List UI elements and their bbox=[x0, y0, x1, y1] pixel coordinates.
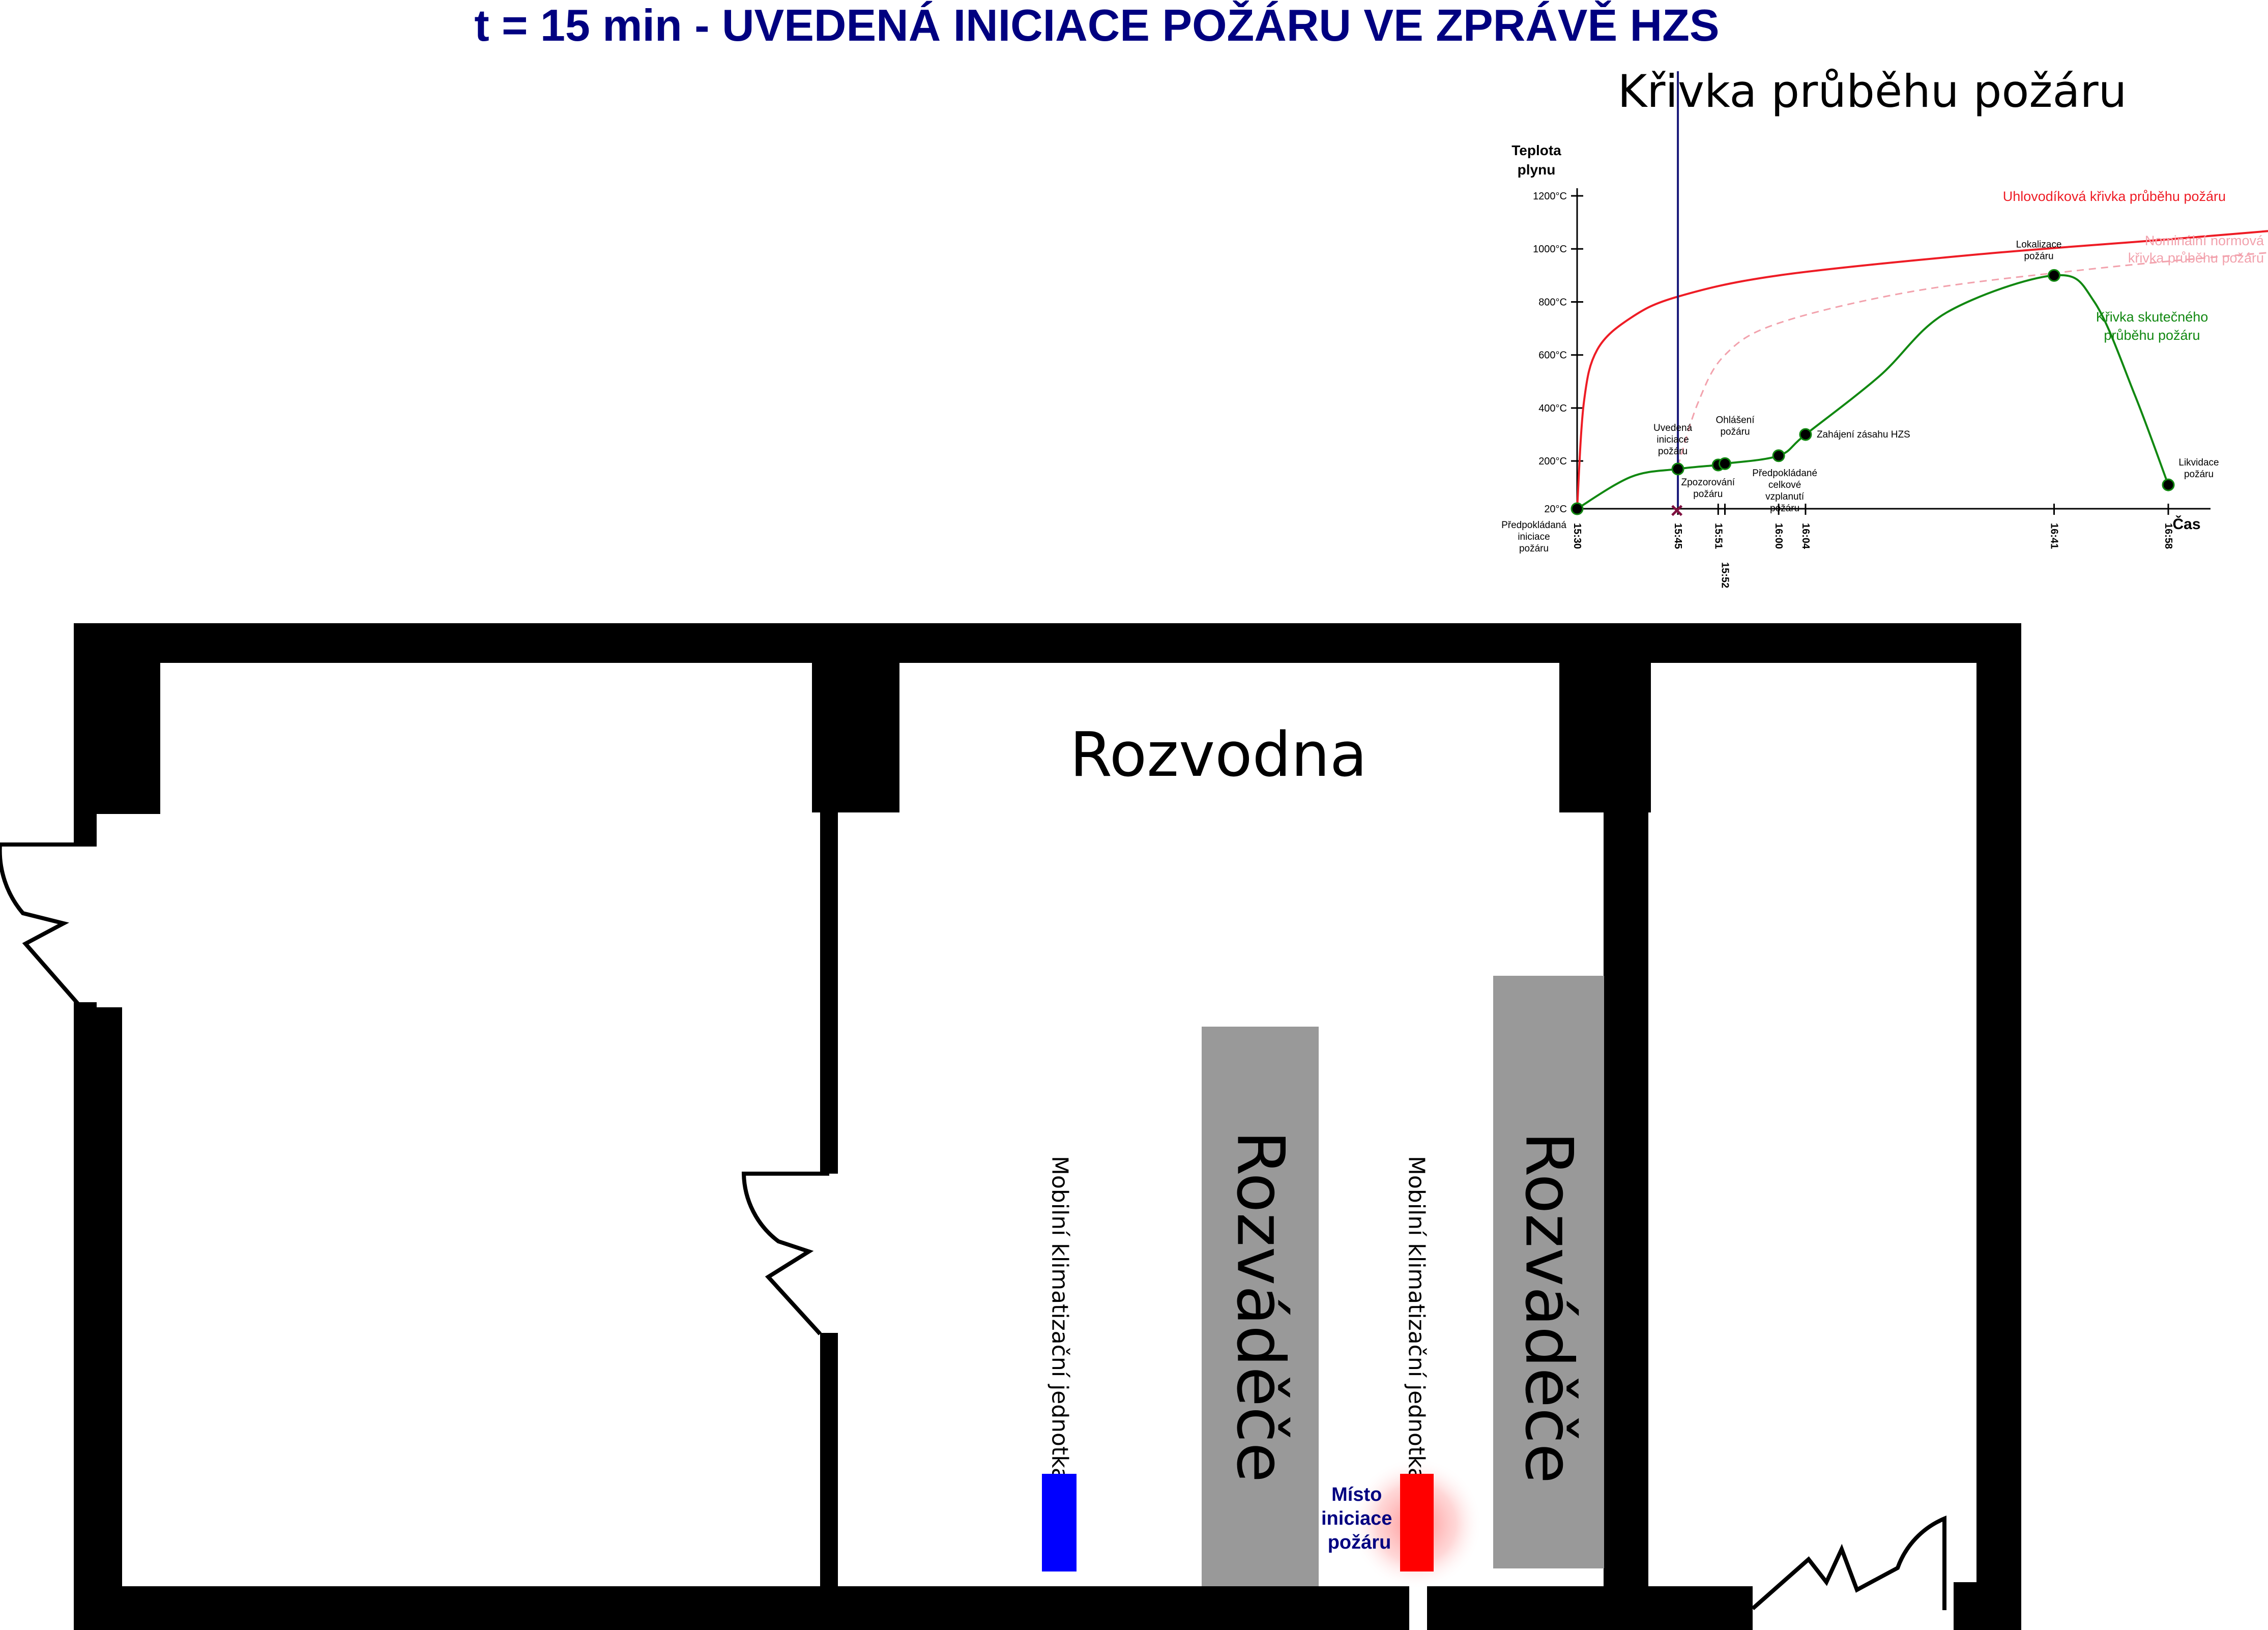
room-name: Rozvodna bbox=[1070, 720, 1368, 791]
ac-unit-2-label: Mobilní klimatizační jednotka bbox=[1404, 1156, 1430, 1481]
series-label-hydrocarbon: Uhlovodíková křivka průběhu požáru bbox=[2003, 189, 2226, 204]
door-right-post bbox=[1942, 1519, 1946, 1610]
series-line-1 bbox=[1576, 230, 2268, 509]
y-tick-label: 1000°C bbox=[1533, 244, 1567, 255]
event-label: Likvidace požáru bbox=[2178, 457, 2219, 480]
x-tick-label: 16:58 bbox=[2163, 523, 2174, 549]
wall-partition-2-block bbox=[1559, 623, 1651, 812]
y-tick-label: 400°C bbox=[1538, 403, 1567, 414]
switchboard-1-label: Rozváděče bbox=[1223, 1130, 1298, 1482]
wall-left-lower bbox=[74, 1007, 122, 1630]
event-label: Zpozorování požáru bbox=[1681, 477, 1735, 500]
series-label-actual: Křivka skutečného průběhu požáru bbox=[2096, 309, 2208, 343]
y-tick-label: 20°C bbox=[1544, 504, 1567, 515]
x-tick-label: 15:45 bbox=[1672, 523, 1683, 549]
y-axis-title-line1: Teplota bbox=[1511, 142, 1561, 158]
ac-unit-red bbox=[1400, 1474, 1434, 1571]
event-label: Uvedená iniciace požáru bbox=[1653, 423, 1692, 457]
switchboard-1 bbox=[1202, 1027, 1319, 1586]
origin-label-line3: požáru bbox=[1328, 1532, 1391, 1553]
x-tick-label: 15:30 bbox=[1572, 523, 1583, 549]
x-tick-label: 15:51 bbox=[1712, 523, 1724, 549]
x-tick-label: 15:52 bbox=[1720, 562, 1731, 588]
wall-right bbox=[1976, 623, 2021, 1630]
ac-unit-1-label: Mobilní klimatizační jednotka bbox=[1047, 1156, 1073, 1481]
event-point bbox=[1571, 502, 1584, 515]
event-label: Ohlášení požáru bbox=[1715, 415, 1755, 437]
ac-unit-blue bbox=[1042, 1474, 1077, 1571]
y-tick-label: 800°C bbox=[1538, 297, 1567, 308]
event-label: Lokalizace požáru bbox=[2016, 239, 2062, 261]
current-time-x-mark: × bbox=[1670, 498, 1683, 523]
y-tick-label: 600°C bbox=[1538, 350, 1567, 361]
event-point bbox=[2048, 269, 2061, 282]
event-point bbox=[1772, 449, 1785, 462]
series-label-nominal: Nominální normová křivka průběhu požáru bbox=[2128, 233, 2264, 266]
y-axis-title-line2: plynu bbox=[1518, 162, 1556, 178]
x-tick-label: 16:04 bbox=[1800, 523, 1811, 549]
event-label: Předpokládaná iniciace požáru bbox=[1501, 520, 1566, 554]
wall-bottom-right-stub bbox=[1648, 1586, 1753, 1630]
event-point bbox=[2162, 478, 2175, 491]
floor-plan: Rozvodna Rozváděče Rozváděče Mobilní kli… bbox=[0, 623, 2021, 1630]
x-axis-title: Čas bbox=[2172, 515, 2200, 533]
wall-partition-1-block bbox=[812, 623, 899, 812]
event-label: Zahájení zásahu HZS bbox=[1817, 429, 1910, 440]
wall-left-upper bbox=[74, 623, 160, 814]
wall-partition-2 bbox=[1604, 812, 1648, 1591]
door-inner[interactable] bbox=[741, 1172, 829, 1335]
chart-title: Křivka průběhu požáru bbox=[1618, 65, 2127, 118]
switchboard-2-label: Rozváděče bbox=[1511, 1131, 1587, 1483]
wall-left-upper-thin bbox=[74, 814, 97, 845]
wall-bottom-left bbox=[74, 1586, 1409, 1630]
origin-label-line1: Místo bbox=[1331, 1484, 1382, 1505]
event-label: Předpokládané celkové vzplanutí požáru bbox=[1752, 468, 1817, 514]
event-point bbox=[1671, 462, 1684, 476]
switchboard-2 bbox=[1493, 976, 1604, 1568]
x-tick-label: 16:41 bbox=[2049, 523, 2060, 549]
series-line-3 bbox=[1576, 274, 2169, 510]
wall-top bbox=[74, 623, 2021, 663]
x-tick-label: 16:00 bbox=[1773, 523, 1784, 549]
fire-curve-chart: Křivka průběhu požáru Teplota plynu Čas … bbox=[1501, 65, 2268, 588]
wall-partition-1-upper bbox=[820, 812, 838, 1174]
y-tick-label: 1200°C bbox=[1533, 191, 1567, 202]
event-point bbox=[1799, 428, 1812, 441]
event-point bbox=[1719, 457, 1731, 470]
series-line-2 bbox=[1677, 252, 2268, 467]
origin-label: Místo iniciace požáru bbox=[1321, 1484, 1398, 1553]
door-left[interactable] bbox=[0, 842, 97, 1007]
y-tick-label: 200°C bbox=[1538, 456, 1567, 467]
wall-partition-1-lower bbox=[820, 1333, 838, 1592]
origin-label-line2: iniciace bbox=[1321, 1508, 1392, 1529]
door-right[interactable] bbox=[1751, 1515, 1946, 1611]
page-heading: t = 15 min - UVEDENÁ INICIACE POŽÁRU VE … bbox=[474, 0, 1719, 50]
